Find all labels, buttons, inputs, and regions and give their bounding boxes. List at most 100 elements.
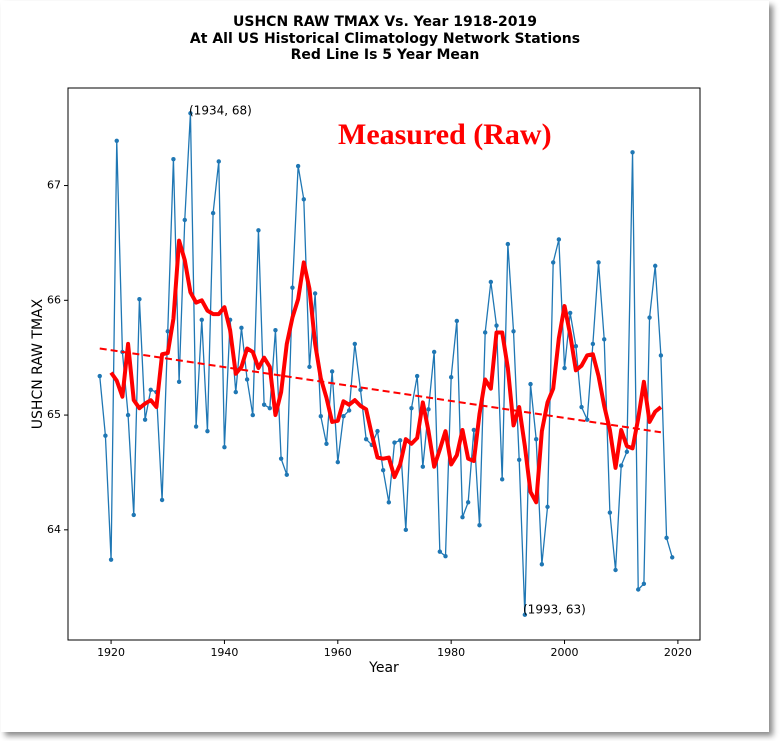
- data-point: [403, 527, 409, 533]
- data-point: [653, 263, 658, 269]
- data-point: [318, 414, 323, 419]
- data-point: [579, 404, 584, 410]
- data-point: [375, 428, 380, 434]
- data-point: [205, 428, 210, 434]
- data-point: [664, 535, 669, 541]
- data-point: [114, 138, 119, 143]
- data-point: [233, 389, 238, 395]
- data-point: [499, 477, 505, 482]
- data-point: [278, 456, 284, 461]
- y-axis-label: USHCN RAW TMAX: [30, 298, 46, 429]
- data-point: [465, 500, 471, 505]
- data-point: [346, 408, 352, 413]
- data-point: [488, 279, 494, 285]
- data-point: [324, 441, 329, 446]
- y-tick-label: 66: [47, 293, 61, 306]
- data-point: [103, 433, 108, 438]
- data-point: [131, 512, 136, 518]
- data-point: [125, 412, 131, 418]
- x-axis-label: Year: [368, 660, 399, 676]
- data-point: [522, 612, 528, 617]
- data-point: [392, 440, 397, 445]
- data-point: [607, 510, 613, 515]
- chart-title: At All US Historical Climatology Network…: [190, 31, 580, 47]
- data-point: [261, 402, 267, 407]
- x-tick-label: 1920: [97, 646, 125, 659]
- stamp-annotation: Measured (Raw): [338, 118, 552, 151]
- data-point: [494, 323, 499, 328]
- plot-frame: [67, 87, 701, 641]
- data-point: [482, 330, 488, 335]
- data-point: [550, 260, 556, 265]
- data-point: [619, 463, 624, 468]
- data-point: [137, 296, 142, 302]
- annotation: (1934, 68): [189, 104, 252, 118]
- data-point: [176, 379, 182, 384]
- x-tick-label: 1940: [210, 646, 238, 659]
- data-point: [108, 557, 114, 562]
- data-point: [341, 414, 346, 419]
- data-point: [613, 567, 618, 573]
- x-tick-label: 2000: [551, 646, 579, 659]
- data-point: [443, 554, 448, 559]
- data-point: [545, 504, 550, 510]
- data-point: [358, 387, 363, 393]
- data-point: [471, 427, 477, 433]
- y-tick-label: 64: [47, 523, 61, 536]
- data-point: [602, 337, 607, 342]
- x-tick-label: 1960: [324, 646, 352, 659]
- data-point: [307, 364, 312, 370]
- data-point: [670, 555, 675, 560]
- data-point: [539, 562, 545, 567]
- chart-title: Red Line Is 5 Year Mean: [291, 47, 480, 63]
- data-point: [414, 373, 420, 379]
- data-point: [528, 381, 533, 387]
- data-point: [159, 497, 165, 503]
- data-point: [380, 467, 386, 473]
- data-point: [352, 341, 358, 347]
- data-point: [284, 472, 289, 477]
- data-point: [573, 344, 579, 349]
- image-frame: [1, 1, 769, 732]
- data-point: [301, 197, 306, 202]
- data-point: [448, 374, 454, 380]
- data-point: [216, 159, 221, 164]
- data-point: [329, 369, 335, 374]
- data-point: [562, 365, 567, 371]
- data-point: [590, 341, 596, 347]
- series-line: [109, 238, 663, 505]
- data-point: [250, 412, 255, 418]
- chart-title: USHCN RAW TMAX Vs. Year 1918-2019: [233, 14, 537, 30]
- y-tick-label: 67: [47, 179, 61, 192]
- data-point: [267, 405, 272, 411]
- data-point: [596, 260, 601, 265]
- data-point: [636, 587, 641, 592]
- data-point: [624, 449, 630, 454]
- data-point: [244, 377, 250, 382]
- series-line: [99, 112, 673, 616]
- data-point: [148, 387, 153, 393]
- data-point: [641, 581, 647, 586]
- data-point: [256, 228, 261, 233]
- data-point: [647, 315, 652, 320]
- annotation: (1993, 63): [523, 603, 586, 617]
- data-point: [199, 317, 204, 323]
- data-point: [397, 438, 403, 443]
- data-point: [273, 327, 278, 333]
- data-point: [210, 210, 216, 216]
- data-point: [567, 310, 573, 316]
- series-line: [99, 347, 662, 434]
- data-point: [454, 318, 460, 324]
- data-point: [460, 515, 465, 520]
- data-point: [516, 457, 522, 463]
- data-point: [431, 349, 437, 355]
- data-point: [437, 549, 443, 554]
- data-point: [477, 523, 482, 528]
- data-point: [171, 156, 176, 162]
- data-point: [165, 329, 170, 334]
- data-point: [585, 417, 590, 422]
- data-point: [182, 217, 187, 223]
- data-point: [239, 325, 244, 331]
- data-point: [188, 111, 193, 116]
